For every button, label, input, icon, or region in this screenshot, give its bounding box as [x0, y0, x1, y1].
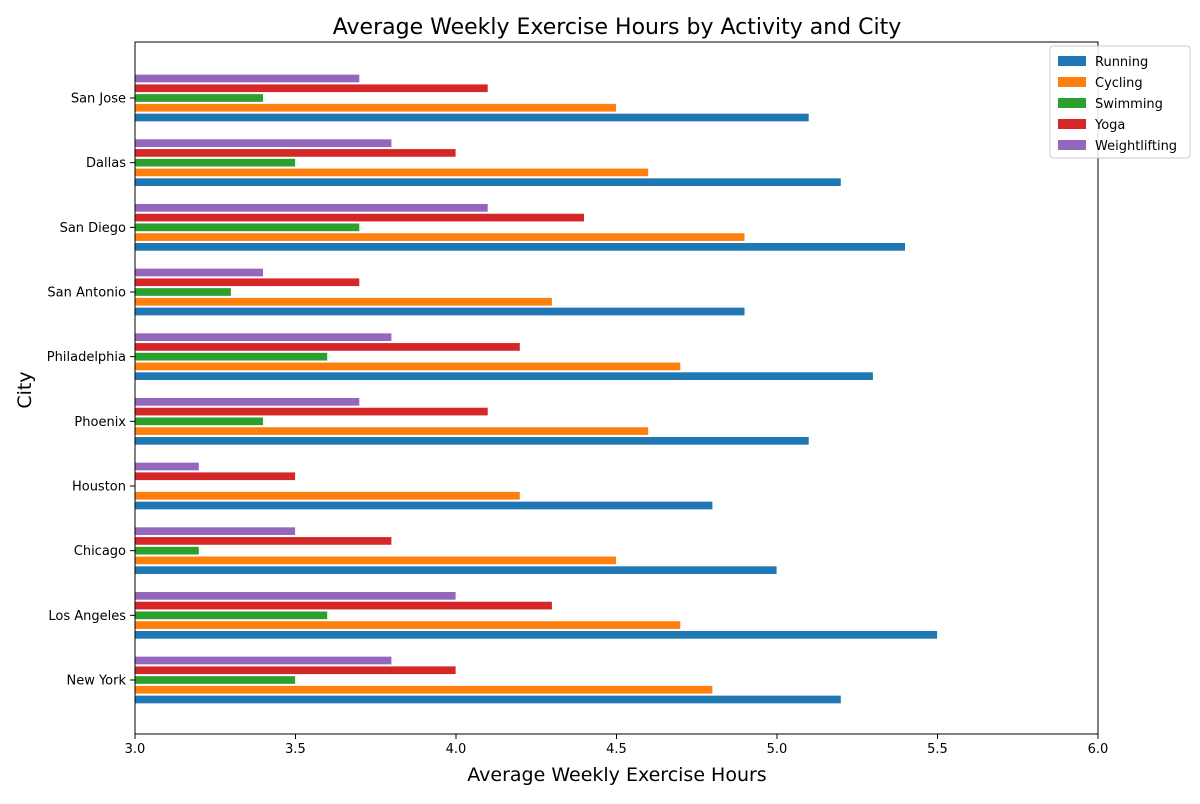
bar-running	[134, 306, 746, 317]
bar-cycling	[134, 167, 649, 178]
x-tick-label: 3.0	[125, 742, 146, 757]
legend-box	[1049, 45, 1191, 159]
legend-label-running: Running	[1095, 55, 1148, 70]
legend-swatch-yoga	[1058, 119, 1086, 129]
bar-cycling	[134, 361, 682, 372]
bar-cycling	[134, 685, 714, 695]
bar-yoga	[134, 471, 296, 481]
legend-swatch-running	[1058, 56, 1086, 66]
x-tick-label: 6.0	[1088, 742, 1109, 757]
y-axis-ticks: New York Los Angeles Chicago Houston Phoenix…	[47, 92, 135, 689]
legend-swatch-swimming	[1058, 98, 1086, 108]
y-tick-label: San Jose	[71, 92, 126, 107]
bar-running	[134, 565, 778, 575]
bar-cycling	[134, 620, 682, 630]
y-tick-label: San Diego	[60, 221, 126, 236]
bars-group	[134, 73, 938, 705]
y-tick-label: Houston	[72, 480, 126, 495]
legend-label-weightlifting: Weightlifting	[1095, 139, 1177, 154]
bar-swimming	[134, 546, 200, 556]
y-tick-label: New York	[66, 674, 126, 689]
bar-weightlifting	[134, 655, 393, 666]
bar-yoga	[134, 212, 585, 223]
bar-cycling	[134, 491, 521, 501]
bar-running	[134, 436, 810, 446]
bar-yoga	[134, 536, 393, 546]
legend-label-cycling: Cycling	[1095, 76, 1143, 91]
bar-swimming	[134, 675, 296, 685]
y-tick-label: San Antonio	[47, 286, 126, 301]
bar-swimming	[134, 610, 329, 620]
x-axis-label: Average Weekly Exercise Hours	[467, 764, 766, 786]
legend: Running Cycling Swimming Yoga Weightlifting	[1049, 45, 1191, 159]
y-tick-label: Los Angeles	[48, 609, 126, 624]
bar-swimming	[134, 287, 232, 297]
y-tick-label: Chicago	[74, 544, 126, 559]
bar-swimming	[134, 93, 264, 103]
bar-swimming	[134, 222, 361, 232]
bar-cycling	[134, 426, 649, 436]
bar-running	[134, 371, 874, 381]
bar-running	[134, 500, 714, 511]
bar-weightlifting	[134, 73, 361, 84]
bar-weightlifting	[134, 332, 393, 342]
bar-cycling	[134, 555, 617, 566]
bar-yoga	[134, 600, 553, 611]
chart-title: Average Weekly Exercise Hours by Activit…	[333, 15, 901, 40]
bar-weightlifting	[134, 591, 457, 601]
x-tick-label: 4.5	[606, 742, 627, 757]
y-tick-label: Phoenix	[74, 415, 126, 430]
bar-weightlifting	[134, 397, 361, 407]
bar-running	[134, 630, 938, 640]
legend-swatch-cycling	[1058, 77, 1086, 87]
bar-yoga	[134, 83, 489, 93]
bar-swimming	[134, 158, 296, 168]
bar-weightlifting	[134, 526, 296, 536]
x-tick-label: 5.5	[927, 742, 948, 757]
x-tick-label: 3.5	[285, 742, 306, 757]
bar-swimming	[134, 352, 329, 362]
bar-cycling	[134, 297, 553, 307]
bar-yoga	[134, 406, 489, 417]
bar-yoga	[134, 665, 457, 675]
x-tick-label: 4.0	[446, 742, 467, 757]
y-axis-label: City	[14, 371, 36, 408]
legend-swatch-weightlifting	[1058, 140, 1086, 150]
bar-swimming	[134, 416, 264, 426]
bar-yoga	[134, 148, 457, 158]
bar-weightlifting	[134, 461, 200, 472]
bar-yoga	[134, 277, 361, 287]
bar-weightlifting	[134, 267, 264, 278]
y-tick-label: Philadelphia	[47, 350, 126, 365]
bar-yoga	[134, 342, 521, 352]
x-tick-label: 5.0	[767, 742, 788, 757]
legend-label-swimming: Swimming	[1095, 97, 1163, 112]
bar-weightlifting	[134, 203, 489, 213]
bar-cycling	[134, 232, 746, 242]
bar-running	[134, 242, 906, 252]
legend-label-yoga: Yoga	[1094, 118, 1125, 133]
bar-cycling	[134, 103, 617, 113]
bar-running	[134, 112, 810, 123]
x-axis-ticks: 3.0 3.5 4.0 4.5 5.0 5.5 6.0	[125, 734, 1109, 757]
bar-running	[134, 694, 842, 705]
y-tick-label: Dallas	[86, 156, 126, 171]
bar-running	[134, 177, 842, 187]
bar-weightlifting	[134, 138, 393, 148]
